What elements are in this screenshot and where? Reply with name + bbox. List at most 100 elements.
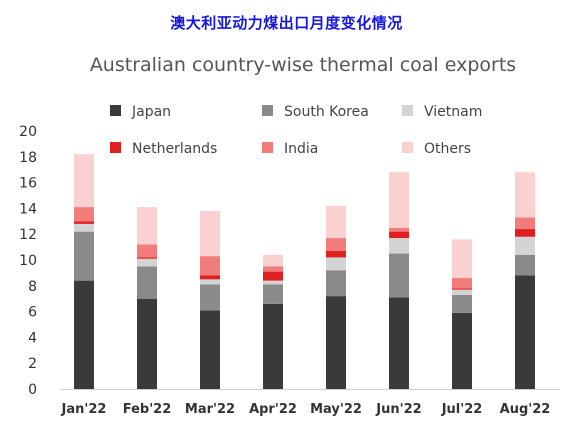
bar-japan-jun-22	[389, 297, 409, 389]
bar-netherlands-apr-22	[263, 271, 283, 281]
bar-india-jul-22	[452, 278, 472, 289]
legend-item-japan: Japan	[110, 104, 171, 120]
bar-others-jul-22	[452, 239, 472, 279]
x-tick-label: Jun'22	[375, 402, 421, 417]
bar-stack-jul-22	[452, 239, 472, 389]
legend-swatch-others	[402, 142, 413, 153]
bar-stack-aug-22	[515, 172, 535, 389]
bar-netherlands-may-22	[326, 250, 346, 258]
x-tick-label: Aug'22	[500, 402, 551, 417]
bar-vietnam-feb-22	[137, 258, 157, 267]
bar-japan-jan-22	[74, 280, 94, 389]
legend-label-south-korea: South Korea	[284, 104, 369, 120]
bar-japan-mar-22	[200, 310, 220, 389]
bar-others-aug-22	[515, 172, 535, 218]
bar-others-may-22	[326, 205, 346, 239]
bar-stack-apr-22	[263, 254, 283, 389]
y-axis: 0 2 4 6 8 10 12 14 16 18 20	[19, 124, 37, 398]
bar-vietnam-mar-22	[200, 279, 220, 285]
legend-item-others: Others	[402, 141, 471, 157]
bars	[74, 154, 535, 389]
legend: Japan South Korea Vietnam Netherlands India O…	[110, 104, 482, 157]
x-tick-label: Mar'22	[185, 402, 235, 417]
y-tick-label: 14	[19, 201, 37, 217]
x-tick-label: May'22	[310, 402, 362, 417]
bar-vietnam-jun-22	[389, 238, 409, 254]
bar-vietnam-may-22	[326, 257, 346, 271]
bar-south-korea-mar-22	[200, 284, 220, 311]
bar-south-korea-aug-22	[515, 254, 535, 276]
bar-japan-feb-22	[137, 298, 157, 389]
x-tick-label: Apr'22	[249, 402, 297, 417]
bar-others-apr-22	[263, 254, 283, 267]
bar-others-feb-22	[137, 207, 157, 245]
x-tick-label: Jul'22	[441, 402, 483, 417]
y-tick-label: 2	[28, 356, 37, 372]
bar-south-korea-feb-22	[137, 266, 157, 299]
bar-india-aug-22	[515, 217, 535, 230]
bar-netherlands-jun-22	[389, 231, 409, 239]
bar-india-jun-22	[389, 227, 409, 232]
chart-title: Australian country-wise thermal coal exp…	[90, 54, 516, 76]
legend-swatch-south-korea	[262, 105, 273, 116]
x-tick-label: Jan'22	[61, 402, 107, 417]
bar-vietnam-aug-22	[515, 236, 535, 255]
bar-japan-aug-22	[515, 275, 535, 389]
y-tick-label: 10	[19, 253, 37, 269]
x-tick-label: Feb'22	[123, 402, 172, 417]
bar-south-korea-jul-22	[452, 294, 472, 313]
bar-vietnam-jan-22	[74, 223, 94, 232]
y-tick-label: 12	[19, 227, 37, 243]
y-tick-label: 18	[19, 150, 37, 166]
page-title: 澳大利亚动力煤出口月度变化情况	[170, 14, 403, 32]
legend-label-japan: Japan	[131, 104, 171, 120]
bar-stack-jan-22	[74, 154, 94, 389]
bar-india-feb-22	[137, 244, 157, 258]
legend-label-others: Others	[424, 141, 471, 157]
bar-netherlands-feb-22	[137, 257, 157, 259]
y-tick-label: 0	[28, 382, 37, 398]
y-tick-label: 4	[28, 330, 37, 346]
bar-south-korea-apr-22	[263, 284, 283, 304]
bar-netherlands-jul-22	[452, 288, 472, 290]
y-tick-label: 16	[19, 176, 37, 192]
bar-vietnam-jul-22	[452, 289, 472, 295]
y-tick-label: 8	[28, 279, 37, 295]
bar-stack-jun-22	[389, 172, 409, 389]
bar-netherlands-jan-22	[74, 221, 94, 224]
bar-others-jun-22	[389, 172, 409, 228]
legend-item-south-korea: South Korea	[262, 104, 369, 120]
bar-netherlands-mar-22	[200, 275, 220, 280]
bar-stack-feb-22	[137, 207, 157, 389]
legend-item-netherlands: Netherlands	[110, 141, 217, 157]
bar-india-may-22	[326, 238, 346, 251]
bar-others-jan-22	[74, 154, 94, 208]
legend-item-vietnam: Vietnam	[402, 104, 482, 120]
bar-india-apr-22	[263, 266, 283, 272]
bar-netherlands-aug-22	[515, 229, 535, 237]
bar-japan-jul-22	[452, 312, 472, 389]
bar-south-korea-jun-22	[389, 253, 409, 298]
bar-others-mar-22	[200, 210, 220, 257]
bar-japan-apr-22	[263, 303, 283, 389]
legend-item-india: India	[262, 141, 318, 157]
y-tick-label: 6	[28, 305, 37, 321]
x-axis: Jan'22 Feb'22 Mar'22 Apr'22 May'22 Jun'22 Jul'…	[60, 389, 560, 417]
legend-swatch-vietnam	[402, 105, 413, 116]
bar-south-korea-jan-22	[74, 231, 94, 281]
bar-stack-may-22	[326, 205, 346, 389]
bar-india-mar-22	[200, 256, 220, 276]
bar-japan-may-22	[326, 296, 346, 389]
bar-south-korea-may-22	[326, 270, 346, 297]
legend-label-netherlands: Netherlands	[132, 141, 217, 157]
legend-swatch-india	[262, 142, 273, 153]
legend-swatch-japan	[110, 105, 121, 116]
legend-label-india: India	[284, 141, 318, 157]
bar-stack-mar-22	[200, 210, 220, 389]
y-tick-label: 20	[19, 124, 37, 140]
bar-india-jan-22	[74, 207, 94, 222]
bar-vietnam-apr-22	[263, 280, 283, 285]
legend-swatch-netherlands	[110, 142, 121, 153]
